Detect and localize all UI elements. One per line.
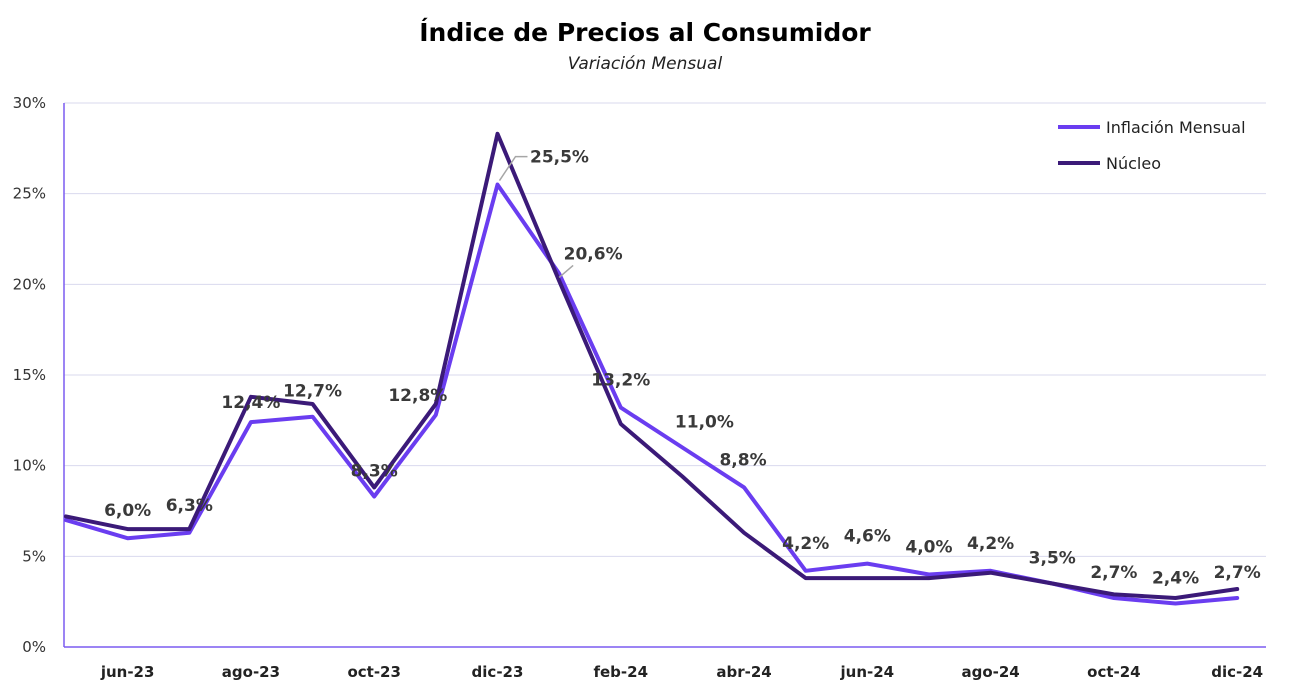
data-label: 4,2% (782, 534, 829, 554)
leader-line (498, 155, 528, 182)
data-label: 2,7% (1090, 563, 1137, 583)
data-label: 20,6% (564, 244, 623, 264)
data-label: 11,0% (675, 413, 734, 433)
legend-label: Núcleo (1106, 154, 1161, 173)
data-label: 6,0% (104, 501, 151, 521)
data-label: 8,8% (719, 450, 766, 470)
data-label: 4,2% (967, 534, 1014, 554)
data-label: 4,0% (905, 537, 952, 557)
x-tick-label: ago-23 (222, 663, 280, 681)
y-tick-label: 30% (13, 94, 46, 112)
x-tick-label: jun-23 (100, 663, 155, 681)
x-tick-label: oct-24 (1087, 663, 1140, 681)
x-tick-label: ago-24 (961, 663, 1019, 681)
x-tick-label: dic-24 (1211, 663, 1263, 681)
series-line-nucleo (64, 131, 1240, 600)
data-label: 13,2% (591, 371, 650, 391)
data-label: 8,3% (351, 461, 398, 481)
y-tick-label: 10% (13, 457, 46, 475)
data-label: 25,5% (530, 148, 589, 168)
data-label: 4,6% (844, 527, 891, 547)
y-tick-label: 20% (13, 275, 46, 293)
y-tick-label: 5% (22, 547, 46, 565)
chart-title: Índice de Precios al Consumidor (419, 18, 871, 47)
legend-label: Inflación Mensual (1106, 118, 1246, 137)
x-tick-label: jun-24 (840, 663, 895, 681)
data-label: 3,5% (1029, 549, 1076, 569)
x-tick-label: abr-24 (716, 663, 771, 681)
data-label: 6,3% (166, 496, 213, 516)
data-label: 2,7% (1214, 563, 1261, 583)
chart-subtitle: Variación Mensual (567, 54, 723, 74)
data-label: 12,7% (283, 382, 342, 402)
leader-line (558, 264, 574, 279)
y-tick-label: 25% (13, 185, 46, 203)
x-tick-label: feb-24 (593, 663, 648, 681)
data-label: 2,4% (1152, 568, 1199, 588)
y-tick-label: 15% (13, 366, 46, 384)
x-tick-label: oct-23 (347, 663, 400, 681)
data-label: 12,4% (221, 393, 280, 413)
x-tick-label: dic-23 (472, 663, 524, 681)
data-label: 12,8% (388, 386, 447, 406)
y-tick-label: 0% (22, 638, 46, 656)
